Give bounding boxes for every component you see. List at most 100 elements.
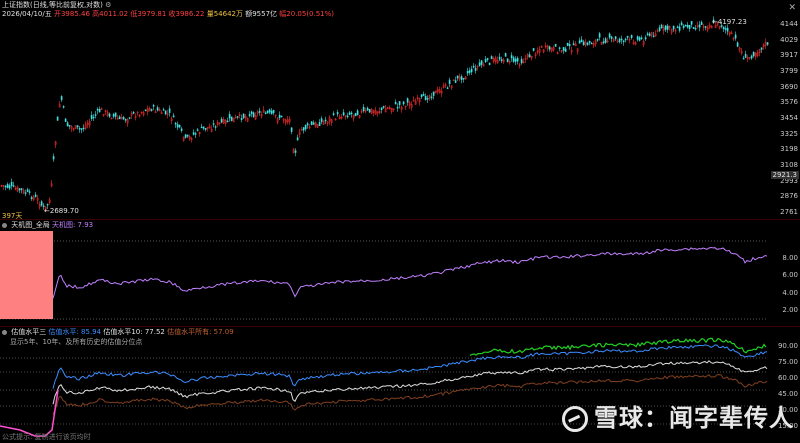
candle	[292, 148, 295, 154]
candle	[542, 49, 545, 53]
candle	[578, 40, 581, 44]
axis-tick-label: 3198	[780, 145, 798, 154]
candle	[724, 28, 727, 30]
candle	[150, 109, 153, 111]
candle	[200, 126, 203, 129]
candle	[694, 28, 697, 30]
candle	[720, 25, 723, 27]
candle	[706, 27, 709, 31]
candle	[712, 19, 715, 23]
candle	[48, 199, 51, 203]
amount-label: 额9557亿	[245, 10, 278, 18]
candle	[622, 40, 625, 43]
candle	[346, 115, 349, 118]
candle	[376, 111, 379, 114]
tianji-value: 天机图: 7.93	[51, 221, 94, 229]
candle	[130, 113, 133, 116]
candle	[408, 102, 411, 106]
candle	[594, 40, 597, 45]
candle	[90, 115, 93, 119]
candle	[92, 116, 95, 119]
candle	[732, 37, 735, 40]
candle	[366, 107, 369, 111]
candle	[298, 131, 301, 135]
axis-tick-label: 3108	[780, 161, 798, 169]
candle	[220, 118, 223, 123]
candle	[50, 183, 53, 187]
axis-tick-label: 6.00	[782, 271, 798, 280]
candle	[354, 113, 357, 117]
axis-tick-label: 2761	[780, 208, 798, 216]
candle	[444, 84, 447, 86]
settings-icon[interactable]: ⚙	[105, 1, 112, 9]
open-label: 开3985.46	[53, 10, 90, 18]
tianji-name[interactable]: 天机图_全局	[11, 221, 50, 229]
candle	[208, 126, 211, 129]
candle	[80, 128, 83, 130]
candle	[442, 85, 445, 88]
candle	[104, 110, 107, 113]
candle	[360, 110, 363, 113]
candle	[272, 109, 275, 114]
candle	[228, 114, 231, 119]
candle	[696, 25, 699, 27]
axis-tick-label: 30.00	[777, 406, 798, 414]
candle	[446, 87, 449, 89]
candle	[576, 48, 579, 52]
candle	[528, 54, 531, 58]
val-level10: 估值水平10: 77.52	[103, 328, 165, 336]
axis-tick-label: 60.00	[777, 374, 798, 382]
candle	[646, 33, 649, 35]
index-title[interactable]: 上证指数(日线,等比前复权,对数)	[2, 1, 103, 9]
candle	[416, 97, 419, 99]
candle	[590, 42, 593, 45]
candle	[524, 58, 527, 60]
candle	[166, 113, 169, 116]
candle	[404, 105, 407, 108]
candle	[280, 115, 283, 118]
val-name[interactable]: 估值水平三	[11, 328, 47, 336]
candle	[672, 25, 675, 30]
candle	[378, 111, 381, 114]
candle	[196, 129, 199, 131]
candle	[718, 25, 721, 29]
candle	[740, 50, 743, 54]
high-point-label: ←4197.23	[712, 18, 747, 26]
candle	[552, 47, 555, 51]
candle	[736, 42, 739, 47]
candle	[418, 98, 421, 103]
candle	[214, 126, 217, 128]
candle	[114, 112, 117, 117]
candle	[62, 106, 65, 108]
candle	[608, 33, 611, 38]
candle	[274, 114, 277, 117]
candlestick-series	[0, 16, 769, 212]
candle	[56, 116, 59, 121]
candle	[222, 119, 225, 124]
candle	[534, 54, 537, 56]
candle	[18, 188, 21, 191]
axis-tick-label: 4.00	[782, 288, 798, 297]
formula-footer: 公式提示: 复制进行该页均时	[2, 433, 91, 441]
candle	[464, 76, 467, 80]
candle	[322, 120, 325, 125]
candle	[126, 119, 129, 124]
candle	[424, 95, 427, 101]
candle	[728, 31, 731, 35]
candle	[688, 24, 691, 29]
panel-close-icon[interactable]: ✕	[788, 3, 796, 13]
candle	[686, 24, 689, 28]
candle	[232, 117, 235, 123]
candle	[108, 113, 111, 117]
candle	[224, 119, 227, 124]
candle	[586, 42, 589, 45]
candle	[468, 70, 471, 73]
mid-title-row: 天机图_全局 天机图: 7.93	[2, 221, 93, 230]
candle	[182, 136, 185, 141]
candle	[500, 59, 503, 62]
candle	[234, 116, 237, 119]
candle	[70, 126, 73, 129]
candle	[332, 113, 335, 115]
candle	[476, 66, 479, 68]
candle	[106, 112, 109, 116]
